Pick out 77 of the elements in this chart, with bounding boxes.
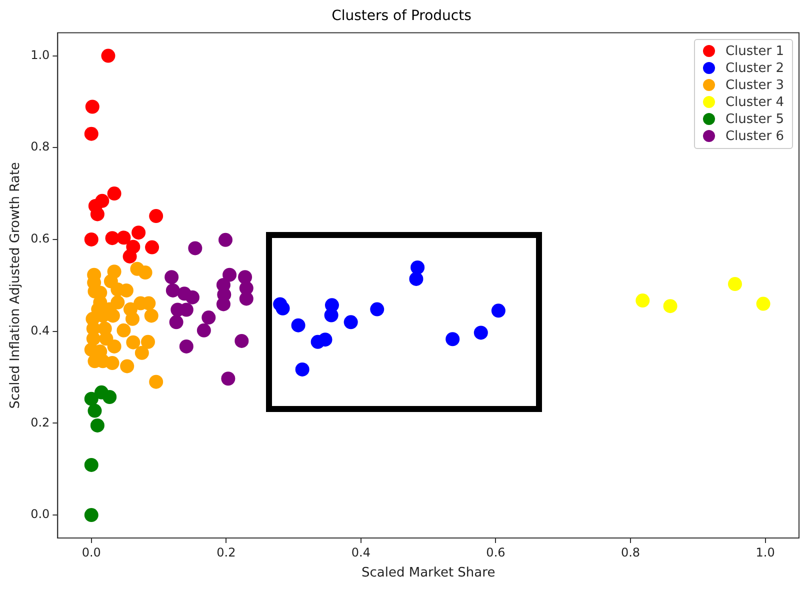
point [145,240,160,254]
point [663,299,678,314]
point [144,308,158,323]
point [234,334,249,348]
y-tick-label: 0.0 [30,507,50,522]
point [409,272,424,286]
point [169,315,184,330]
legend-label: Cluster 4 [725,94,784,111]
point [318,332,332,347]
point [132,226,146,240]
point [149,209,164,224]
point [122,249,137,264]
point [120,359,134,374]
point [85,100,100,114]
x-tick-label: 0.2 [216,545,236,560]
point [324,308,338,322]
point [166,283,180,298]
point [116,323,131,338]
point [295,362,310,376]
y-tick-label: 0.4 [30,323,50,338]
point [446,332,460,346]
point [138,266,152,280]
point [728,277,742,292]
y-tick-label: 1.0 [30,48,50,62]
x-tick-label: 0.4 [351,545,370,560]
x-tick-label: 0.6 [486,545,506,560]
point [126,335,140,350]
point [276,301,290,316]
point [134,346,149,360]
point [90,207,104,222]
point [149,374,164,389]
point [185,290,200,304]
x-tick-label: 0.0 [82,545,101,560]
x-tick-label: 0.8 [620,545,640,560]
point [84,232,98,246]
point [216,297,230,312]
point [239,292,254,306]
point [164,270,179,284]
point [756,296,770,311]
legend-label: Cluster 2 [725,60,784,77]
point [107,339,122,354]
point [84,458,98,472]
point [222,268,237,282]
chart-title: Clusters of Products [332,8,472,24]
point [196,323,211,338]
point [179,339,194,354]
y-tick-label: 0.6 [30,232,50,246]
y-tick-label: 0.8 [30,140,50,154]
point [291,318,306,332]
y-tick-label: 0.2 [30,415,50,430]
point [107,186,122,201]
point [221,372,236,386]
point [188,241,202,256]
legend-label: Cluster 6 [725,128,784,145]
point [140,334,155,349]
point [116,230,131,245]
point [474,326,488,340]
point [88,404,102,418]
point [90,418,104,432]
point [344,315,358,330]
point [218,232,232,247]
point [636,294,650,308]
y-axis-title: Scaled Inflation Adjusted Growth Rate [8,162,24,409]
legend-label: Cluster 5 [725,110,784,128]
x-axis-title: Scaled Market Share [361,566,496,581]
point [410,260,425,274]
point [125,312,140,326]
x-tick-label: 1.0 [756,545,775,560]
point [202,310,216,325]
point [491,304,506,318]
point [102,390,117,404]
legend-label: Cluster 1 [725,42,784,60]
point [84,508,98,522]
point [84,126,98,141]
point [101,48,116,63]
point [370,302,384,316]
legend-label: Cluster 3 [725,76,784,94]
